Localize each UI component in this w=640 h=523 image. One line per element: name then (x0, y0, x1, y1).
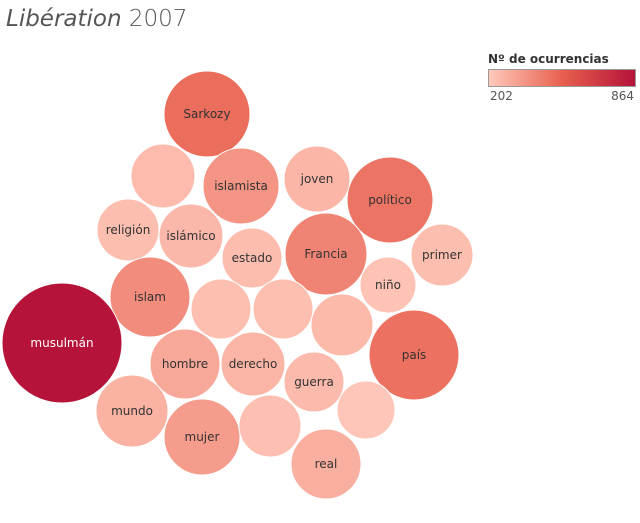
bubble-unlabeled[interactable] (190, 278, 252, 340)
bubble-label: real (315, 457, 338, 471)
bubble-label: mundo (111, 404, 153, 418)
legend-title: Nº de ocurrencias (488, 52, 609, 66)
bubble-label: islámico (166, 229, 215, 243)
bubble-label: país (402, 348, 427, 362)
bubble-circle[interactable] (190, 278, 252, 340)
bubble-circle[interactable] (163, 70, 251, 158)
bubble-label: Sarkozy (183, 107, 230, 121)
bubble-circle[interactable] (1, 282, 123, 404)
bubble-unlabeled[interactable] (252, 278, 314, 340)
bubble-circle[interactable] (149, 328, 221, 400)
bubble-label: niño (375, 278, 401, 292)
legend-min-label: 202 (490, 89, 513, 103)
bubble-mujer[interactable]: mujer (163, 398, 241, 476)
bubble-unlabeled[interactable] (130, 143, 196, 209)
bubble-joven[interactable]: joven (283, 145, 351, 213)
color-legend: Nº de ocurrencias 202 864 (488, 52, 636, 103)
bubble-islamista[interactable]: islamista (202, 147, 280, 225)
bubble-circle[interactable] (283, 145, 351, 213)
bubble-francia[interactable]: Francia (284, 212, 368, 296)
bubble-circle[interactable] (163, 398, 241, 476)
bubble-político[interactable]: político (346, 156, 434, 244)
bubble-niño[interactable]: niño (359, 256, 417, 314)
bubble-circle[interactable] (284, 212, 368, 296)
title-newspaper: Libération (6, 6, 122, 32)
bubble-label: hombre (162, 357, 208, 371)
bubble-label: político (368, 193, 412, 207)
legend-max-label: 864 (611, 89, 634, 103)
bubble-circle[interactable] (336, 380, 396, 440)
bubble-label: mujer (185, 430, 220, 444)
bubble-guerra[interactable]: guerra (283, 351, 345, 413)
bubble-musulmán[interactable]: musulmán (1, 282, 123, 404)
bubble-circle[interactable] (410, 223, 474, 287)
bubble-circle[interactable] (310, 293, 374, 357)
bubble-real[interactable]: real (290, 428, 362, 500)
bubble-circle[interactable] (220, 331, 286, 397)
bubble-circle[interactable] (290, 428, 362, 500)
bubble-hombre[interactable]: hombre (149, 328, 221, 400)
bubble-label: islamista (214, 179, 268, 193)
bubble-país[interactable]: país (368, 309, 460, 401)
bubble-circle[interactable] (202, 147, 280, 225)
bubble-circle[interactable] (359, 256, 417, 314)
bubble-islámico[interactable]: islámico (158, 203, 224, 269)
bubble-circle[interactable] (368, 309, 460, 401)
bubble-circle[interactable] (130, 143, 196, 209)
bubble-unlabeled[interactable] (238, 394, 302, 458)
bubble-islam[interactable]: islam (109, 256, 191, 338)
bubble-label: derecho (229, 357, 278, 371)
bubble-circle[interactable] (252, 278, 314, 340)
bubble-circle[interactable] (95, 374, 169, 448)
bubble-label: islam (134, 290, 166, 304)
bubble-circle[interactable] (221, 227, 283, 289)
bubble-unlabeled[interactable] (336, 380, 396, 440)
bubble-circle[interactable] (346, 156, 434, 244)
bubble-label: religión (106, 223, 151, 237)
bubble-label: joven (300, 172, 334, 186)
bubble-primer[interactable]: primer (410, 223, 474, 287)
title-year: 2007 (128, 6, 188, 32)
bubble-label: Francia (304, 247, 347, 261)
bubble-label: musulmán (30, 336, 93, 350)
bubble-circle[interactable] (238, 394, 302, 458)
bubble-circle[interactable] (109, 256, 191, 338)
bubble-circle[interactable] (96, 198, 160, 262)
bubble-label: guerra (294, 375, 334, 389)
bubble-derecho[interactable]: derecho (220, 331, 286, 397)
bubble-religión[interactable]: religión (96, 198, 160, 262)
bubble-unlabeled[interactable] (310, 293, 374, 357)
bubble-circle[interactable] (158, 203, 224, 269)
bubble-circle[interactable] (283, 351, 345, 413)
bubble-mundo[interactable]: mundo (95, 374, 169, 448)
bubble-sarkozy[interactable]: Sarkozy (163, 70, 251, 158)
legend-gradient-bar (488, 69, 636, 87)
chart-title: Libération 2007 (6, 6, 187, 32)
legend-labels: 202 864 (488, 87, 636, 103)
bubble-estado[interactable]: estado (221, 227, 283, 289)
bubble-label: primer (422, 248, 462, 262)
bubble-label: estado (232, 251, 273, 265)
